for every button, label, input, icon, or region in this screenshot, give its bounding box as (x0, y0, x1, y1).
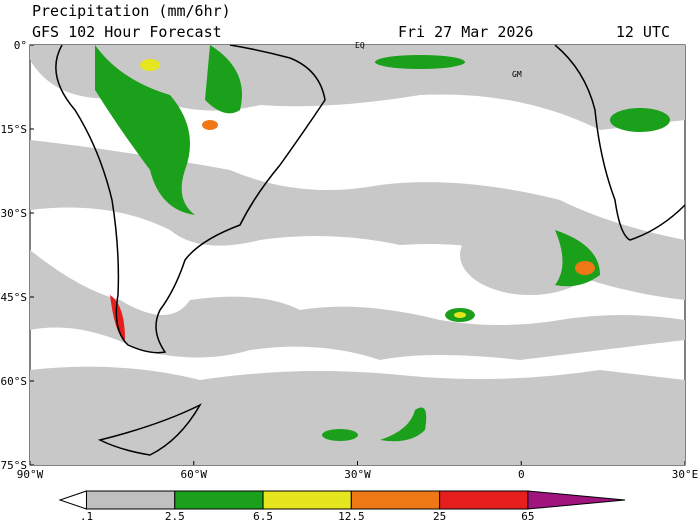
colorbar-label: 65 (521, 510, 534, 523)
marker: GM (512, 70, 522, 79)
colorbar-label: 6.5 (253, 510, 273, 523)
colorbar-label: 25 (433, 510, 446, 523)
colorbar-segment (439, 490, 529, 510)
date: Fri 27 Mar 2026 (398, 23, 533, 41)
lat-label: 60°S (1, 375, 28, 388)
precip-light (30, 45, 685, 465)
lat-label: 15°S (1, 123, 28, 136)
colorbar-cap (58, 490, 87, 510)
colorbar-label: 2.5 (165, 510, 185, 523)
colorbar-segment (85, 490, 176, 510)
colorbar-label: .1 (80, 510, 93, 523)
lat-label: 75°S (1, 459, 28, 472)
lon-label: 30°E (672, 468, 699, 481)
lon-label: 0 (518, 468, 525, 481)
coastlines (55, 44, 686, 456)
colorbar-segment (262, 490, 352, 510)
colorbar-label: 12.5 (338, 510, 365, 523)
subtitle: GFS 102 Hour Forecast (32, 23, 222, 41)
lat-label: 45°S (1, 291, 28, 304)
lon-label: 60°W (181, 468, 208, 481)
colorbar-segment (350, 490, 441, 510)
title: Precipitation (mm/6hr) (32, 2, 231, 20)
colorbar-segment (174, 490, 264, 510)
map: EQ GM (29, 41, 686, 466)
marker: EQ (355, 41, 365, 50)
colorbar-cap (527, 490, 626, 510)
lat-label: 30°S (1, 207, 28, 220)
lon-label: 30°W (344, 468, 371, 481)
lon-label: 90°W (17, 468, 44, 481)
time: 12 UTC (616, 23, 670, 41)
precip-heavy (95, 45, 670, 442)
lat-label: 0° (14, 39, 27, 52)
